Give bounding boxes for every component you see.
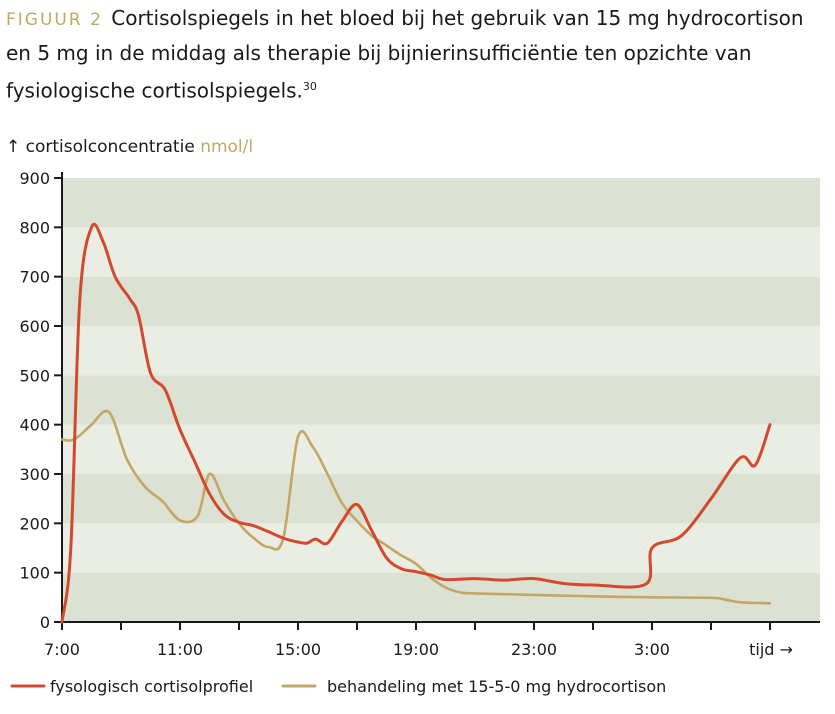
figure-caption: FIGUUR 2 Cortisolspiegels in het bloed b… [6,2,828,108]
x-tick-label: 15:00 [275,640,321,659]
x-tick-label: 7:00 [44,640,80,659]
grid-band [62,523,820,573]
y-tick-label: 100 [19,564,50,583]
grid-band [62,474,820,524]
grid-band [62,276,820,326]
series-line-treatment [60,409,772,605]
grid-band [62,424,820,474]
series-line-physiological [60,222,772,624]
x-axis-label: tijd → [749,640,793,659]
axes [54,172,820,630]
y-tick-label: 500 [19,366,50,385]
y-tick-label: 700 [19,268,50,287]
y-tick-label: 600 [19,317,50,336]
x-tick-label: 11:00 [157,640,203,659]
y-tick-label: 300 [19,465,50,484]
grid-band [62,375,820,425]
grid-band [62,227,820,277]
y-tick-label: 800 [19,218,50,237]
figure-title: Cortisolspiegels in het bloed bij het ge… [6,6,804,103]
legend: fysologisch cortisolprofiel behandeling m… [10,677,666,696]
grid-band [62,178,820,228]
y-axis-title: ↑ cortisolconcentratie nmol/l [6,137,253,157]
x-tick-label: 19:00 [393,640,439,659]
y-tick-label: 400 [19,416,50,435]
x-tick-label: 3:00 [634,640,670,659]
legend-label: fysologisch cortisolprofiel [50,677,253,696]
series-lines [60,222,772,624]
y-axis-label: ↑ cortisolconcentratie [6,137,195,157]
y-axis-unit: nmol/l [200,137,254,157]
reference-number: 30 [302,80,317,93]
grid-bands [62,178,820,622]
tick-labels: 0 100 200 300 400 500 600 700 800 900 7:00 11:00 15:… [19,169,792,659]
legend-label: behandeling met 15-5-0 mg hydrocortison [327,677,666,696]
grid-band [62,326,820,376]
x-tick-label: 23:00 [511,640,557,659]
y-tick-label: 900 [19,169,50,188]
figure-label: FIGUUR 2 [6,10,103,30]
y-tick-label: 200 [19,514,50,533]
y-tick-label: 0 [40,613,50,632]
